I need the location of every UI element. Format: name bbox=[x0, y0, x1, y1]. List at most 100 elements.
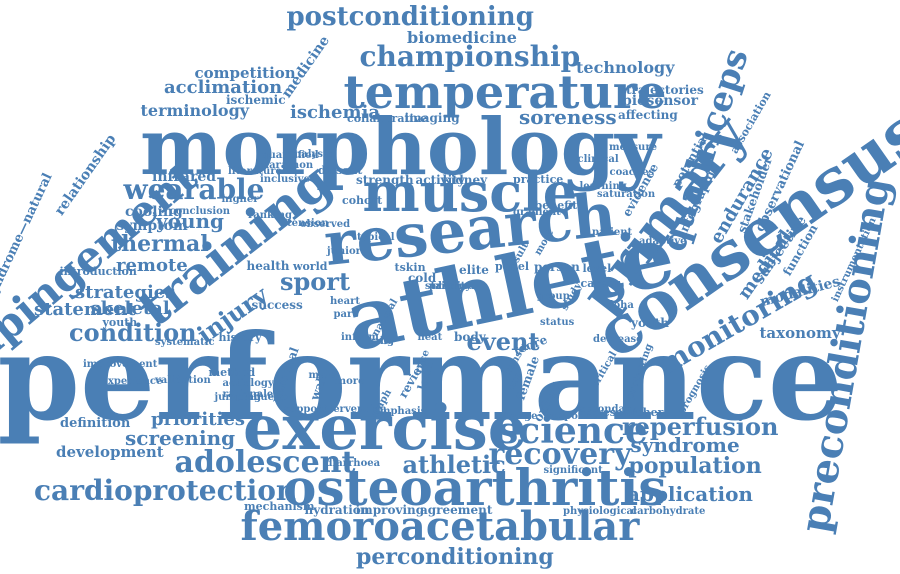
word-aetiology: aetiology bbox=[222, 378, 274, 389]
word-response: response bbox=[547, 411, 598, 422]
word-heart: heart bbox=[330, 296, 360, 307]
word-muscle: muscle bbox=[362, 160, 578, 224]
word-coaches: coaches bbox=[609, 167, 655, 178]
word-physiological: physiological bbox=[563, 506, 637, 517]
word-symptom: symptom bbox=[116, 218, 188, 234]
word-remote: remote bbox=[116, 255, 188, 276]
word-practice: practice bbox=[513, 172, 564, 186]
word-history: history bbox=[218, 330, 262, 344]
word-quantified: quantified bbox=[261, 150, 319, 161]
word-emphasis: emphasis bbox=[373, 406, 427, 417]
word-activity: activity bbox=[415, 173, 465, 187]
word-benefit: benefit bbox=[534, 198, 578, 212]
word-definition: definition bbox=[60, 415, 131, 431]
word-osteoarthritis: osteoarthritis bbox=[283, 458, 667, 517]
word-inclusive: inclusive bbox=[260, 174, 310, 185]
word-collaborative: collaborative bbox=[347, 111, 428, 125]
word-heat: heat bbox=[417, 332, 443, 343]
word-terminology: terminology bbox=[140, 101, 250, 120]
word-analysis: analysis bbox=[287, 149, 333, 160]
word-health: health bbox=[246, 259, 290, 273]
word-cold: cold bbox=[408, 271, 437, 285]
word-postconditioning: postconditioning bbox=[286, 2, 534, 32]
word-learning: learning bbox=[579, 181, 627, 192]
word-young: young bbox=[156, 209, 225, 233]
word-body: body bbox=[454, 330, 486, 344]
word-technology: technology bbox=[576, 58, 675, 77]
word-observed: observed bbox=[300, 219, 351, 230]
word-carbohydrate: carbohydrate bbox=[631, 506, 706, 517]
word-sport: sport bbox=[280, 267, 351, 296]
word-youth: youth bbox=[631, 316, 669, 330]
word-recovery: recovery bbox=[488, 437, 632, 472]
word-cabg: cabg bbox=[367, 336, 395, 347]
word-diarrhoea: diarrhoea bbox=[325, 458, 381, 469]
word-ischemia: ischemia bbox=[290, 102, 381, 123]
word-improving: improving bbox=[355, 503, 425, 517]
word-clinical: clinical bbox=[577, 154, 619, 165]
word-imaging: imaging bbox=[404, 111, 460, 125]
word-adaptive: adaptive bbox=[639, 236, 687, 247]
word-decrease: decrease bbox=[593, 334, 643, 345]
word-saturation: saturation bbox=[597, 189, 656, 200]
word-skeletal: skeletal bbox=[90, 298, 170, 319]
word-taxonomy: taxonomy bbox=[759, 323, 841, 342]
word-tension: tension bbox=[287, 218, 329, 229]
word-soreness: soreness bbox=[519, 105, 617, 129]
word-method: method bbox=[208, 365, 256, 379]
word-marathon: marathon bbox=[258, 160, 314, 171]
word-validation: validation bbox=[155, 375, 211, 386]
word-systematic: systematic bbox=[155, 337, 215, 348]
word-hydration: hydration bbox=[304, 503, 370, 517]
word-elite: elite bbox=[459, 263, 489, 277]
word-success: success bbox=[251, 298, 303, 312]
word-youth: youth bbox=[102, 315, 138, 329]
word-strength: strength bbox=[356, 173, 414, 187]
word-person: person bbox=[534, 260, 580, 274]
word-panel: panel bbox=[495, 259, 529, 273]
word-jumping: jumping bbox=[214, 392, 262, 403]
word-influence: influence bbox=[242, 392, 294, 403]
word-ischemic: ischemic bbox=[226, 93, 286, 107]
word-male: male bbox=[308, 370, 336, 381]
word-more: more bbox=[335, 376, 365, 387]
word-researcher: researcher bbox=[597, 405, 664, 419]
word-competition: competition bbox=[194, 63, 296, 82]
word-cooling: cooling bbox=[125, 204, 183, 220]
word-mechanism: mechanism bbox=[244, 499, 315, 513]
word-reperfusion: reperfusion bbox=[622, 412, 779, 441]
word-support: support bbox=[283, 404, 327, 415]
word-cardioprotection: cardioprotection bbox=[34, 474, 297, 507]
word-junior: junior bbox=[327, 246, 361, 257]
word-strategies: strategies bbox=[75, 282, 176, 303]
word-infrared: infrared bbox=[152, 169, 217, 185]
word-development: development bbox=[56, 442, 164, 461]
word-athletic: athletic bbox=[402, 450, 506, 479]
word-career: career bbox=[580, 276, 620, 290]
word-exercise: exercise bbox=[243, 391, 528, 464]
word-part: part bbox=[333, 309, 357, 320]
word-higher: higher bbox=[221, 194, 259, 205]
word-clinics: clinics bbox=[432, 281, 469, 292]
word-secondary: secondary bbox=[579, 404, 637, 415]
word-priorities: priorities bbox=[151, 409, 245, 430]
word-typical: typical bbox=[357, 232, 395, 243]
word-performance: performance bbox=[0, 308, 843, 447]
word-temperature: temperature bbox=[343, 65, 667, 119]
word-biosensor: biosensor bbox=[622, 93, 699, 109]
word-biomedicine: biomedicine bbox=[407, 28, 517, 47]
word-literature: literature bbox=[228, 166, 282, 177]
word-inform: inform bbox=[341, 332, 379, 343]
word-adolescent: adolescent bbox=[174, 445, 356, 480]
word-conclusion: conclusion bbox=[169, 206, 231, 217]
word-relationship: relationship bbox=[51, 131, 119, 219]
word-ranking: ranking bbox=[248, 210, 293, 221]
word-event: event bbox=[466, 327, 540, 356]
word-gradient: gradient bbox=[513, 207, 561, 218]
word-world: world bbox=[293, 259, 328, 273]
word-syndrome: syndrome bbox=[630, 433, 740, 457]
word-patient: patient bbox=[592, 227, 633, 238]
word-condition: condition bbox=[69, 318, 197, 347]
word-science: science bbox=[498, 410, 648, 452]
word-kidney: kidney bbox=[442, 173, 488, 187]
